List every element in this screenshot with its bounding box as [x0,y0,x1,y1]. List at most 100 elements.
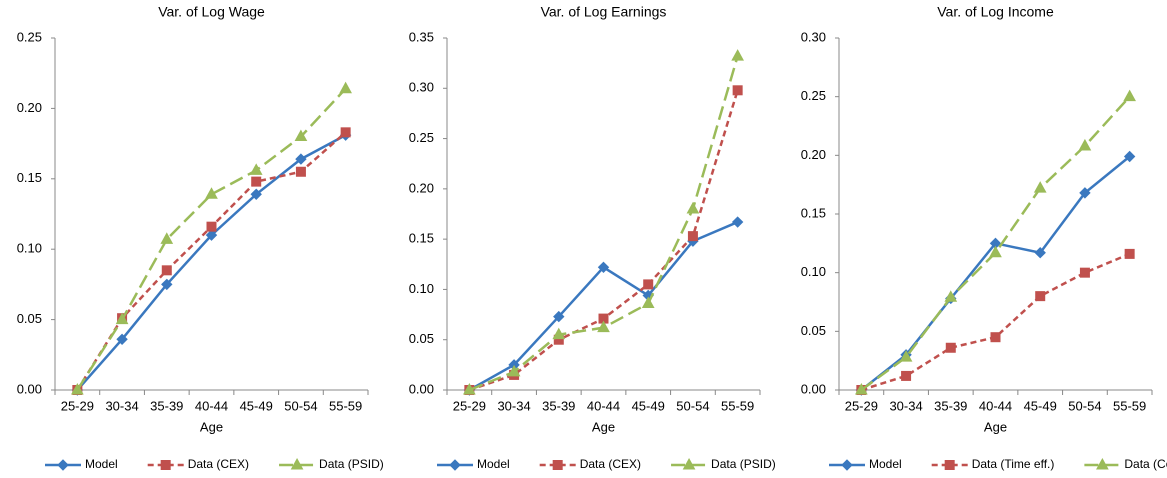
data-point [855,382,868,395]
y-tick-label: 0.30 [409,80,434,95]
data-point [901,370,912,381]
legend-marker [160,460,171,470]
data-point [686,201,700,214]
x-tick-label: 40-44 [587,398,620,413]
y-tick-label: 0.05 [801,323,826,338]
x-tick-label: 50-54 [676,398,709,413]
data-point [161,278,173,291]
data-point [507,364,521,377]
data-point [643,279,654,290]
y-tick-label: 0.05 [17,311,42,326]
data-point [294,129,308,142]
y-tick-label: 0.15 [801,205,826,220]
data-point [553,310,565,323]
x-tick-label: 50-54 [284,398,317,413]
data-point [295,153,307,165]
data-point [463,382,476,395]
y-tick-label: 0.25 [801,88,826,103]
x-tick-label: 30-34 [889,398,922,413]
data-point [732,85,743,96]
legend-marker [449,459,461,471]
data-point [1123,150,1136,163]
data-point [945,342,956,353]
x-tick-label: 25-29 [845,398,878,413]
data-point [340,127,351,138]
y-tick-label: 0.15 [409,231,434,246]
legend-label: Data (Time eff.) [972,457,1055,471]
legend-label: Data (CEX) [580,457,641,471]
chart-title: Var. of Log Wage [158,4,265,20]
x-tick-label: 45-49 [240,398,273,413]
y-tick-label: 0.05 [409,331,434,346]
data-point [71,382,84,395]
data-point [1033,181,1047,193]
data-point [731,216,744,228]
data-point [249,163,263,175]
x-tick-label: 30-34 [105,398,138,413]
data-point [989,245,1002,258]
legend-label: Data (PSID) [319,457,384,471]
legend-marker [682,457,696,470]
legend-label: Data (PSID) [711,457,776,471]
data-point [899,350,913,362]
data-point [115,312,129,325]
data-point [1034,247,1046,259]
data-point [687,231,698,242]
y-tick-label: 0.00 [801,381,826,396]
x-tick-label: 55-59 [721,398,754,413]
x-axis-label: Age [984,419,1007,434]
y-tick-label: 0.00 [409,381,434,396]
data-point [251,176,262,187]
data-point [161,265,172,276]
x-axis-label: Age [200,419,223,434]
data-point [597,320,610,333]
x-tick-label: 25-29 [453,398,486,413]
y-tick-label: 0.10 [409,281,434,296]
x-tick-label: 55-59 [1113,398,1146,413]
data-point [990,332,1001,343]
y-tick-label: 0.20 [801,147,826,162]
x-tick-label: 35-39 [934,398,967,413]
x-tick-label: 40-44 [195,398,228,413]
data-point [206,221,217,232]
data-point [597,261,610,274]
data-point [295,166,306,177]
legend-label: Model [477,457,510,471]
y-tick-label: 0.25 [409,130,434,145]
data-point [731,49,744,61]
data-point [1035,291,1046,302]
legend-marker [944,460,955,470]
legend-label: Data (CEX) [188,457,249,471]
y-tick-label: 0.10 [801,264,826,279]
x-tick-label: 35-39 [150,398,183,413]
x-tick-label: 30-34 [497,398,530,413]
legend-marker [1096,457,1109,470]
data-point [641,296,655,309]
data-point [944,290,958,302]
data-point [339,81,352,94]
x-tick-label: 50-54 [1068,398,1101,413]
x-tick-label: 35-39 [542,398,575,413]
x-tick-label: 40-44 [979,398,1012,413]
legend-marker [552,460,563,470]
y-tick-label: 0.10 [17,241,42,256]
y-tick-label: 0.20 [17,100,42,115]
y-tick-label: 0.30 [801,29,826,44]
y-tick-label: 0.25 [17,29,42,44]
legend-marker [57,459,69,471]
data-point [205,187,218,199]
legend-label: Model [869,457,902,471]
legend-label: Model [85,457,118,471]
data-point [1079,267,1090,278]
chart-title: Var. of Log Earnings [541,4,667,20]
data-point [205,229,218,241]
data-point [250,188,262,200]
x-axis-label: Age [592,419,615,434]
x-tick-label: 55-59 [329,398,362,413]
data-point [1124,248,1135,259]
legend-marker [841,459,853,471]
y-tick-label: 0.00 [17,381,42,396]
data-point [1078,138,1092,151]
data-point [160,232,174,244]
